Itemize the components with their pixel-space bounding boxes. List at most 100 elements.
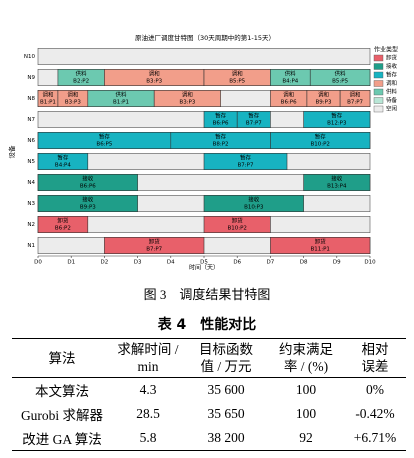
bar-code: B7:P7: [146, 247, 162, 253]
bar-code: B10:P2: [227, 226, 246, 232]
gantt-chart: 原油进厂调度甘特图（30天周期中的第1-15天） 设备 时间（天） 作业类型 N…: [7, 33, 398, 272]
bar-label: 接收: [82, 175, 94, 183]
header-cell: 目标函数值 / 万元: [184, 338, 268, 378]
bar-code: B11:P1: [310, 247, 329, 253]
gantt-bar: [270, 237, 371, 254]
bar-label: 调和: [350, 91, 361, 99]
table-cell: 100: [295, 406, 317, 421]
table-cell: -0.42%: [355, 406, 395, 421]
bar-code: B3:P3: [146, 79, 162, 85]
bar-code: B8:P2: [213, 142, 229, 148]
header-line: 率 / (%): [283, 359, 329, 374]
bar-code: B4:P4: [282, 79, 298, 85]
table-cell: 92: [299, 430, 313, 445]
y-tick-label: N1: [27, 243, 35, 249]
x-tick-label: D6: [233, 260, 241, 266]
x-tick-label: D1: [67, 260, 75, 266]
x-tick-label: D2: [101, 260, 109, 266]
gantt-bar: [236, 111, 271, 128]
bar-label: 卸货: [232, 217, 244, 225]
bar-code: B6:P5: [96, 142, 112, 148]
bar-label: 暂存: [315, 133, 327, 141]
bar-label: 调和: [182, 91, 193, 99]
gantt-bar: [37, 195, 138, 212]
bar-label: 暂存: [215, 133, 227, 141]
bar-label: 调和: [149, 70, 160, 78]
bar-label: 暂存: [240, 154, 252, 162]
x-tick-label: D4: [167, 260, 175, 266]
y-tick-label: N8: [27, 96, 35, 102]
bar-label: 供料: [285, 70, 297, 78]
legend-label: 调和: [386, 79, 397, 87]
row-background: [37, 48, 371, 65]
bar-label: 接收: [331, 175, 343, 183]
y-tick-label: N7: [27, 117, 35, 123]
y-tick-label: N2: [27, 222, 35, 228]
legend-swatch: [373, 54, 384, 62]
gantt-bar: [203, 153, 288, 170]
table-cell: 35 650: [207, 406, 245, 421]
header-line: 求解时间 /: [117, 342, 179, 357]
bar-label: 接收: [248, 196, 260, 204]
figure-caption: 图 3 调度结果甘特图: [143, 287, 271, 302]
y-axis-label: 设备: [7, 145, 16, 159]
y-tick-label: N4: [27, 180, 35, 186]
bar-code: B1:P1: [113, 100, 129, 106]
bar-code: B4:P4: [55, 163, 71, 169]
table-cell: 改进 GA 算法: [22, 432, 102, 447]
y-tick-label: N9: [27, 75, 35, 81]
x-tick-label: D10: [364, 260, 376, 266]
table-row: Gurobi 求解器 28.5 35 650 100 -0.42%: [12, 402, 406, 426]
bar-code: B9:P3: [316, 100, 332, 106]
table-cell: 4.3: [139, 382, 157, 397]
legend-swatch: [373, 97, 384, 104]
bar-code: B2:P2: [73, 79, 89, 85]
table-cell: 28.5: [136, 406, 160, 421]
bar-label: 调和: [232, 70, 243, 78]
bar-code: B6:P2: [55, 226, 71, 232]
x-tick-label: D0: [34, 260, 42, 266]
x-tick-label: D5: [200, 260, 208, 266]
header-line: 相对: [361, 342, 389, 357]
gantt-bar: [203, 216, 271, 233]
legend-label: 卸货: [386, 54, 398, 62]
gantt-bar: [203, 195, 304, 212]
x-tick-label: D9: [333, 260, 341, 266]
bar-code: B5:P5: [332, 79, 348, 85]
legend-label: 供料: [386, 88, 398, 96]
legend-label: 空闲: [386, 105, 398, 113]
bar-code: B6:P6: [80, 184, 96, 190]
legend-swatch: [373, 105, 384, 113]
header-cell: 约束满足率 / (%): [268, 338, 344, 378]
header-line: 约束满足: [279, 342, 333, 357]
x-tick-label: D3: [134, 260, 142, 266]
gantt-bar: [339, 90, 371, 107]
table-cell: 5.8: [139, 430, 157, 445]
bar-label: 卸货: [315, 238, 327, 246]
table-title: 表 4 性能对比: [157, 317, 257, 333]
legend-label: 待备: [386, 96, 398, 104]
legend-swatch: [373, 63, 384, 70]
bar-label: 调和: [283, 91, 294, 99]
bar-code: B7:P7: [246, 121, 262, 127]
gantt-bar: [37, 153, 89, 170]
table-cell: 35 600: [207, 382, 245, 397]
table-cell: 38 200: [207, 430, 245, 445]
legend-swatch: [373, 71, 384, 79]
legend-label: 暂存: [386, 71, 398, 79]
y-tick-label: N10: [24, 54, 36, 60]
bar-label: 调和: [42, 91, 53, 99]
table-cell: +6.71%: [353, 430, 397, 445]
bar-label: 调和: [67, 91, 78, 99]
header-line: 误差: [361, 359, 389, 374]
table-cell: 0%: [366, 382, 384, 397]
bar-label: 暂存: [248, 112, 260, 120]
bar-label: 暂存: [331, 112, 343, 120]
header-line: 目标函数: [199, 342, 253, 357]
table-row: 改进 GA 算法 5.8 38 200 92 +6.71%: [12, 426, 406, 451]
bar-code: B6:P6: [281, 100, 297, 106]
header-cell: 求解时间 / min: [112, 338, 184, 378]
x-axis-label: 时间（天）: [189, 264, 219, 272]
gantt-bar: [37, 216, 89, 233]
